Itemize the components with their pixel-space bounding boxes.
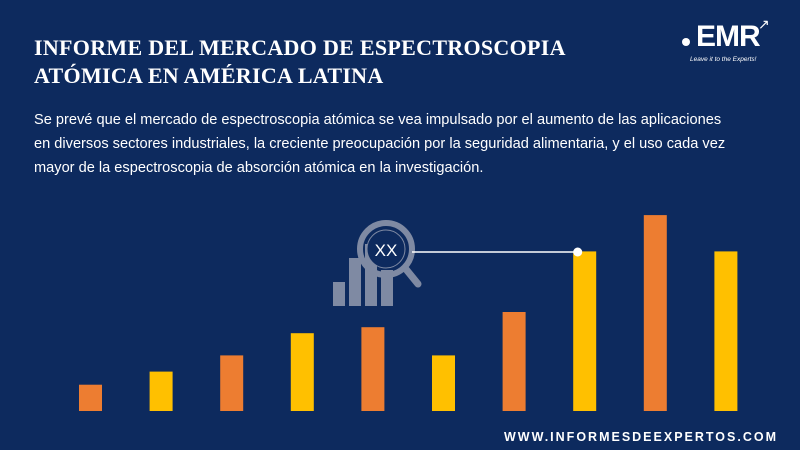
description-line-2: en diversos sectores industriales, la cr… xyxy=(34,136,726,152)
description-paragraph: Se prevé que el mercado de espectroscopi… xyxy=(34,108,774,180)
description-line-3: mayor de la espectroscopia de absorción … xyxy=(34,160,484,176)
bar-2 xyxy=(149,371,173,411)
website-url[interactable]: WWW.INFORMESDEEXPERTOS.COM xyxy=(504,430,778,444)
emr-logo[interactable]: EMR ↗ Leave it to the Experts! xyxy=(680,14,780,74)
bar-7 xyxy=(502,312,526,411)
leader-dot xyxy=(573,247,583,257)
bar-chart: XX xyxy=(79,215,738,411)
logo-tagline: Leave it to the Experts! xyxy=(690,56,757,63)
bar-8 xyxy=(573,251,597,411)
magnifier-bar-chart-icon xyxy=(333,220,422,306)
bar-3 xyxy=(220,355,244,411)
bar-10 xyxy=(714,251,738,411)
bar-group xyxy=(79,215,738,411)
bar-6 xyxy=(432,355,455,411)
page-title: INFORME DEL MERCADO DE ESPECTROSCOPIA AT… xyxy=(34,34,654,90)
bar-1 xyxy=(79,384,102,411)
bar-9 xyxy=(643,215,667,411)
annotation: XX xyxy=(333,220,583,306)
title-line-1: INFORME DEL MERCADO DE ESPECTROSCOPIA xyxy=(34,35,566,60)
description-line-1: Se prevé que el mercado de espectroscopi… xyxy=(34,112,722,128)
title-line-2: ATÓMICA EN AMÉRICA LATINA xyxy=(34,63,384,88)
logo-text: EMR xyxy=(696,20,761,53)
bar-5 xyxy=(361,327,385,411)
logo-arrow-icon: ↗ xyxy=(758,16,770,32)
bar-4 xyxy=(290,333,314,411)
logo-dot-icon xyxy=(682,38,690,46)
annotation-label: XX xyxy=(375,241,398,260)
